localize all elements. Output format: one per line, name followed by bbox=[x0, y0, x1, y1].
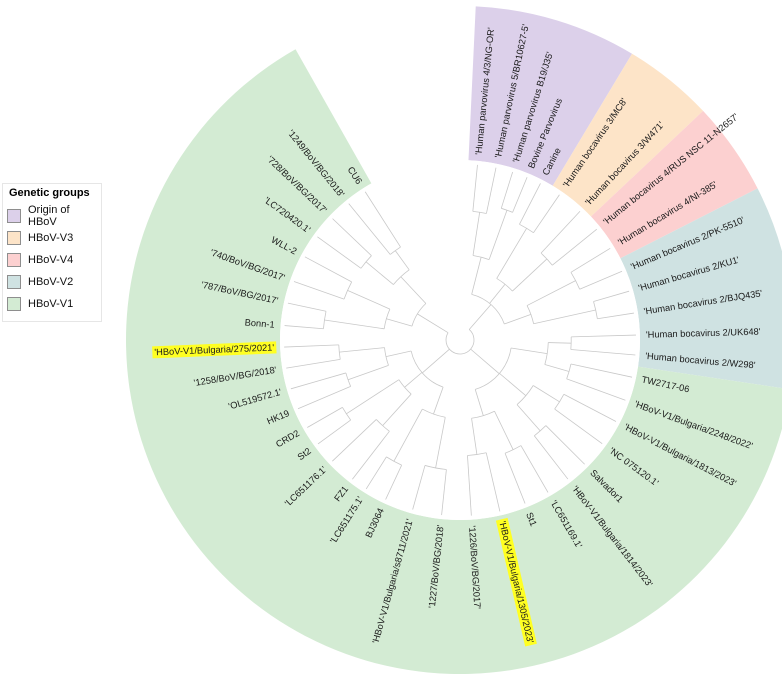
legend: Genetic groups Origin of HBoV HBoV-V3 HB… bbox=[2, 183, 102, 322]
legend-swatch-origin bbox=[7, 209, 21, 223]
legend-item-v1: HBoV-V1 bbox=[7, 293, 97, 315]
legend-item-v4: HBoV-V4 bbox=[7, 249, 97, 271]
legend-swatch-v3 bbox=[7, 231, 21, 245]
legend-label-v1: HBoV-V1 bbox=[28, 298, 73, 310]
legend-swatch-v1 bbox=[7, 297, 21, 311]
legend-item-origin: Origin of HBoV bbox=[7, 205, 97, 227]
legend-label-v4: HBoV-V4 bbox=[28, 254, 73, 266]
legend-label-v3: HBoV-V3 bbox=[28, 232, 73, 244]
legend-swatch-v2 bbox=[7, 275, 21, 289]
legend-item-v3: HBoV-V3 bbox=[7, 227, 97, 249]
legend-swatch-v4 bbox=[7, 253, 21, 267]
legend-label-origin: Origin of HBoV bbox=[28, 204, 97, 228]
legend-item-v2: HBoV-V2 bbox=[7, 271, 97, 293]
legend-label-v2: HBoV-V2 bbox=[28, 276, 73, 288]
tree-center-disc bbox=[280, 160, 640, 520]
legend-title: Genetic groups bbox=[9, 187, 97, 199]
group-sectors bbox=[126, 6, 782, 674]
